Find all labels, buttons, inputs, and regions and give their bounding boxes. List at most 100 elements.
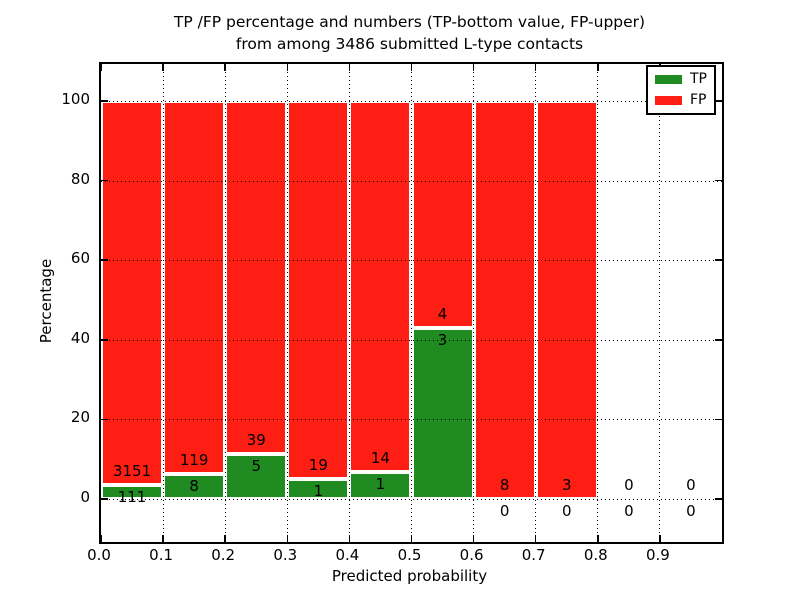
y-tick-left-100: [101, 100, 108, 102]
y-tick-right-80: [715, 179, 722, 182]
y-tick-label-40: 40: [70, 328, 90, 347]
x-tick-top-0.1: [162, 64, 164, 71]
gridline-v-0.7: [535, 64, 537, 542]
x-tick-top-0.4: [348, 64, 351, 71]
x-tick-bottom-0.5: [410, 535, 413, 542]
x-tick-label-0.3: 0.3: [273, 546, 298, 564]
fp-count-label-0.9-1.0: 0: [686, 476, 696, 494]
y-tick-label-80: 80: [70, 169, 90, 188]
x-tick-label-0.7: 0.7: [521, 546, 546, 564]
gridline-v-0.9: [659, 64, 661, 542]
tp-bar-0.1-0.2: [163, 473, 226, 499]
gridline-v-0.1: [162, 64, 164, 542]
fp-color-swatch-icon: [655, 96, 682, 105]
y-tick-left-40: [101, 339, 108, 341]
y-axis-label: Percentage: [37, 258, 55, 344]
x-tick-bottom-0.2: [224, 535, 226, 542]
chart-title: TP /FP percentage and numbers (TP-bottom…: [99, 11, 720, 55]
tp-count-label-0.5-0.6: 3: [437, 331, 448, 350]
chart-title-line1: TP /FP percentage and numbers (TP-bottom…: [173, 13, 646, 31]
x-axis-label: Predicted probability: [331, 567, 488, 585]
fp-count-label-0.6-0.7: 8: [499, 476, 510, 494]
plot-area: 3151 111 119 8 39 5 19 1 14 1 4 3 8 0 3 0 0 0 0 0: [99, 62, 724, 544]
fp-count-label-0.7-0.8: 3: [561, 476, 572, 494]
x-tick-label-0.9: 0.9: [645, 546, 670, 564]
x-tick-bottom-0.0: [100, 535, 102, 542]
fp-count-label-0.4-0.5: 14: [370, 449, 390, 468]
tp-count-label-0.1-0.2: 8: [189, 476, 199, 495]
tp-count-label-0.2-0.3: 5: [251, 456, 261, 475]
tp-bar-0.3-0.4: [287, 479, 350, 499]
y-tick-right-60: [715, 259, 722, 261]
fp-count-label-0.1-0.2: 119: [179, 450, 209, 469]
gridline-v-0.5: [411, 64, 412, 542]
y-tick-right-20: [715, 418, 722, 421]
gridline-v-0.6: [473, 64, 475, 542]
tp-bar-0.5-0.6: [411, 328, 474, 499]
legend: TP FP: [646, 65, 716, 115]
x-tick-top-0.2: [224, 64, 226, 71]
x-tick-label-0.0: 0.0: [87, 546, 111, 564]
tp-bar-0.4-0.5: [349, 472, 412, 499]
x-tick-top-0.5: [410, 64, 413, 71]
x-tick-label-0.5: 0.5: [397, 546, 422, 564]
x-tick-top-0.3: [286, 64, 289, 71]
tp-bar-0.2-0.3: [225, 453, 288, 499]
y-tick-right-0: [715, 498, 722, 500]
x-tick-label-0.8: 0.8: [583, 546, 608, 564]
x-tick-top-0.7: [534, 64, 537, 71]
fp-count-label-0.0-0.1: 3151: [112, 462, 152, 481]
x-tick-top-0.8: [597, 64, 599, 71]
y-tick-left-20: [101, 418, 108, 421]
gridline-v-0.8: [597, 64, 599, 542]
fp-bar-0.7-0.8: [535, 101, 598, 499]
y-tick-left-0: [101, 498, 108, 500]
fp-bar-0.4-0.5: [349, 101, 412, 473]
y-tick-label-0: 0: [80, 488, 90, 506]
x-tick-bottom-0.7: [534, 535, 537, 542]
fp-bar-0.0-0.1: [101, 101, 164, 486]
legend-label-tp: TP: [690, 71, 707, 87]
x-tick-bottom-0.1: [162, 535, 164, 542]
x-tick-bottom-0.6: [472, 535, 475, 542]
y-tick-label-60: 60: [70, 249, 90, 268]
x-tick-bottom-0.8: [597, 535, 599, 542]
fp-count-label-0.2-0.3: 39: [246, 430, 266, 449]
x-tick-label-0.1: 0.1: [149, 546, 174, 564]
chart-title-line2: from among 3486 submitted L-type contact…: [235, 35, 584, 53]
x-tick-label-0.4: 0.4: [335, 546, 360, 564]
x-tick-bottom-0.4: [348, 535, 351, 542]
x-tick-bottom-0.3: [286, 535, 289, 542]
tp-bar-0.0-0.1: [101, 485, 164, 499]
y-tick-left-80: [101, 179, 108, 182]
fp-count-label-0.5-0.6: 4: [437, 305, 448, 324]
fp-bar-0.5-0.6: [411, 101, 474, 329]
gridline-v-0.2: [224, 64, 226, 542]
fp-bar-0.6-0.7: [473, 101, 536, 499]
x-tick-top-0.0: [100, 64, 102, 71]
tp-count-label-0.4-0.5: 1: [375, 475, 386, 494]
x-tick-top-0.6: [472, 64, 475, 71]
x-tick-label-0.6: 0.6: [459, 546, 484, 564]
tp-count-label-0.8-0.9: 0: [624, 502, 634, 520]
gridline-v-0.4: [348, 64, 350, 542]
y-tick-right-40: [715, 339, 722, 341]
tp-count-label-0.6-0.7: 0: [499, 502, 510, 520]
y-tick-right-100: [715, 100, 722, 102]
tp-count-label-0.3-0.4: 1: [313, 482, 324, 501]
tp-count-label-0.9-1.0: 0: [686, 502, 696, 520]
x-tick-bottom-0.9: [659, 535, 661, 542]
x-tick-label-0.2: 0.2: [211, 546, 236, 564]
legend-item-tp: TP: [655, 72, 707, 87]
fp-count-label-0.8-0.9: 0: [624, 476, 634, 494]
legend-item-fp: FP: [655, 93, 707, 108]
fp-bar-0.1-0.2: [163, 101, 226, 474]
y-tick-left-60: [101, 259, 108, 261]
fp-bar-0.2-0.3: [225, 101, 288, 454]
tp-count-label-0.7-0.8: 0: [561, 502, 572, 520]
legend-label-fp: FP: [690, 92, 707, 108]
y-tick-label-20: 20: [70, 408, 90, 427]
tp-count-label-0.0-0.1: 111: [117, 488, 147, 507]
tp-color-swatch-icon: [655, 75, 682, 84]
fp-count-label-0.3-0.4: 19: [308, 456, 328, 475]
